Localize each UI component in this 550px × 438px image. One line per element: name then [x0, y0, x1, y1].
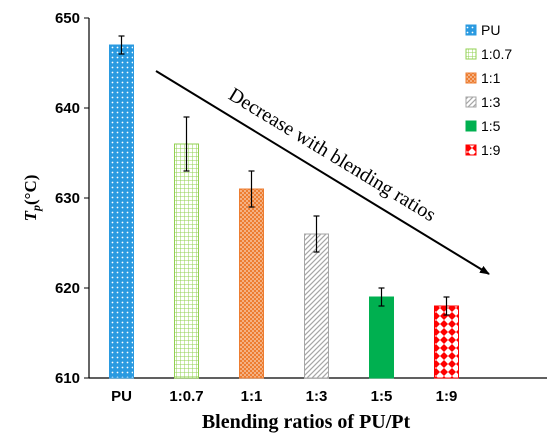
legend-label: 1:5	[481, 118, 501, 134]
x-tick-label: 1:5	[371, 388, 393, 405]
bars	[109, 44, 459, 379]
legend-item: 1:0.7	[465, 46, 512, 62]
bar-1:9	[434, 305, 459, 379]
x-tick-label: 1:3	[306, 388, 328, 405]
y-tick-label: 620	[55, 280, 80, 297]
legend-swatch	[465, 48, 477, 60]
y-axis-label-unit: (°C)	[21, 175, 40, 205]
legend-swatch	[465, 144, 477, 156]
error-bars	[118, 35, 450, 316]
x-tick-label: PU	[111, 388, 132, 405]
legend-label: 1:1	[481, 70, 501, 86]
y-axis-label-main: T	[21, 210, 40, 221]
y-axis-label-sub: p	[29, 205, 43, 212]
bar-1:5	[369, 296, 394, 379]
legend-swatch	[465, 72, 477, 84]
y-axis-label: Tp(°C)	[21, 175, 43, 222]
x-ticks: PU 1:0.7 1:1 1:3 1:5 1:9	[111, 388, 457, 405]
bar-1:3	[304, 233, 329, 379]
bar-1:0.7	[174, 143, 199, 379]
legend-label: PU	[481, 22, 500, 38]
error-bar-1:0.7	[183, 116, 190, 172]
legend-item: 1:1	[465, 70, 501, 86]
legend-item: PU	[465, 22, 500, 38]
y-tick-label: 650	[55, 10, 80, 27]
legend-item: 1:5	[465, 118, 501, 134]
bar-PU	[109, 44, 134, 379]
legend-label: 1:9	[481, 142, 501, 158]
x-tick-label: 1:1	[241, 388, 263, 405]
error-bar-1:5	[378, 287, 385, 307]
legend-label: 1:0.7	[481, 46, 512, 62]
error-bar-1:9	[443, 296, 450, 316]
legend-item: 1:3	[465, 94, 501, 110]
legend-swatch	[465, 24, 477, 36]
legend-swatch	[465, 96, 477, 108]
legend-swatch	[465, 120, 477, 132]
x-tick-label: 1:9	[436, 388, 458, 405]
x-tick-label: 1:0.7	[169, 388, 203, 405]
legend-label: 1:3	[481, 94, 501, 110]
error-bar-1:3	[313, 215, 320, 253]
y-tick-label: 630	[55, 190, 80, 207]
error-bar-PU	[118, 35, 125, 55]
error-bar-1:1	[248, 170, 255, 208]
legend-item: 1:9	[465, 142, 501, 158]
bar-1:1	[239, 188, 264, 379]
y-tick-label: 610	[55, 370, 80, 387]
y-tick-label: 640	[55, 100, 80, 117]
trend-arrow	[155, 70, 490, 275]
legend: PU 1:0.7 1:1 1:3 1:5 1:9	[465, 22, 512, 158]
y-ticks: 610 620 630 640 650	[55, 10, 89, 387]
x-axis-label: Blending ratios of PU/Pt	[202, 411, 411, 433]
